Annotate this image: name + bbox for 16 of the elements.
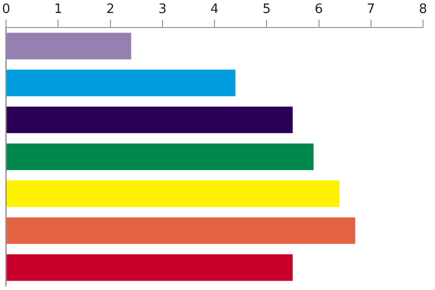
x-tick-label: 2 <box>106 2 114 18</box>
bar <box>6 180 340 208</box>
bar <box>6 217 356 244</box>
x-tick-label: 5 <box>262 2 271 18</box>
x-tick-label: 1 <box>54 2 62 18</box>
bar <box>6 70 236 96</box>
x-tick-label: 3 <box>158 2 167 18</box>
bar <box>6 144 314 170</box>
x-tick-label: 4 <box>210 2 219 18</box>
bar <box>6 32 132 60</box>
bar <box>6 106 293 134</box>
x-tick-label: 7 <box>366 2 376 18</box>
x-tick-label: 8 <box>418 2 428 18</box>
x-tick-label: 6 <box>314 2 323 18</box>
bar <box>6 254 293 281</box>
x-tick-label: 0 <box>2 2 10 18</box>
